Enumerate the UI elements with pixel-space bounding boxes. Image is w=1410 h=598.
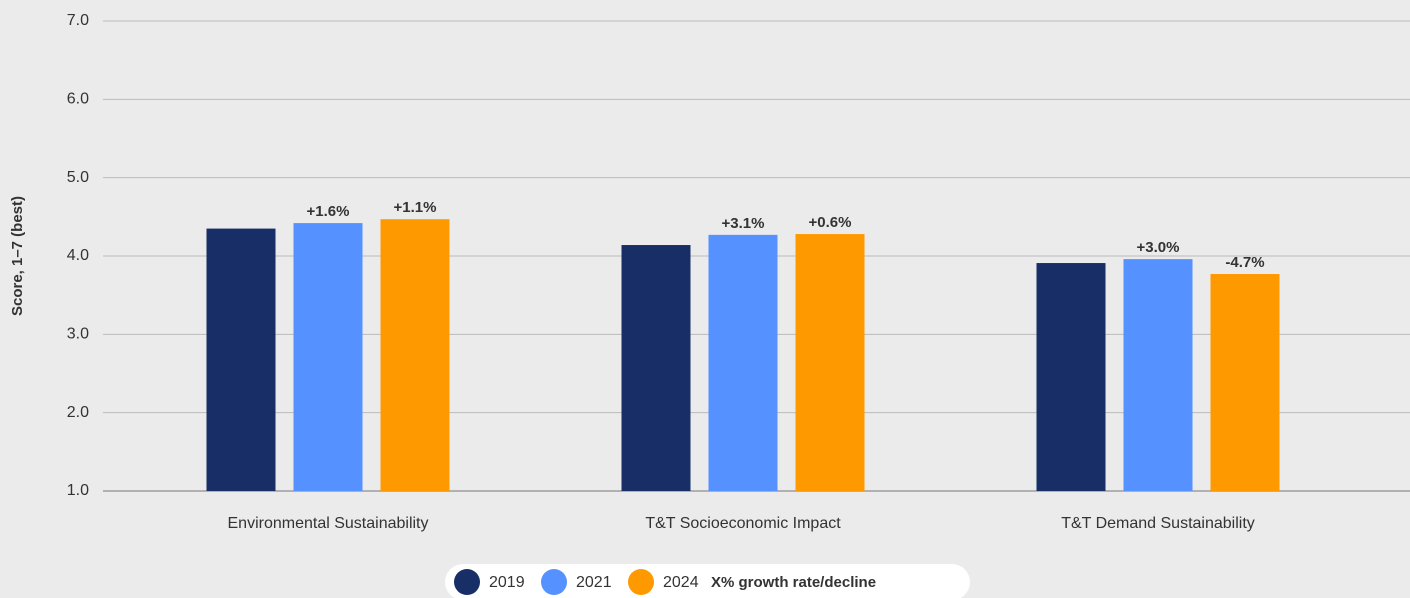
y-tick-label: 6.0 (67, 91, 89, 108)
y-tick-label: 5.0 (67, 169, 89, 186)
bar (206, 228, 276, 492)
growth-label: +3.1% (722, 215, 765, 232)
y-axis-label: Score, 1–7 (best) (9, 196, 26, 316)
bar (621, 245, 691, 491)
x-tick-label: T&T Demand Sustainability (1061, 515, 1255, 532)
legend-note: X% growth rate/decline (711, 574, 876, 591)
legend-label: 2019 (489, 574, 525, 591)
growth-label: -4.7% (1225, 254, 1264, 271)
bar (1210, 274, 1280, 491)
legend (445, 564, 970, 598)
legend-swatch (628, 569, 654, 595)
y-tick-label: 2.0 (67, 404, 89, 421)
growth-label: +0.6% (809, 214, 852, 231)
bar (1036, 263, 1106, 491)
y-tick-label: 4.0 (67, 247, 89, 264)
y-tick-label: 1.0 (67, 482, 89, 499)
bar (708, 234, 778, 491)
bar (1123, 259, 1193, 491)
bar (293, 223, 363, 491)
legend-label: 2021 (576, 574, 612, 591)
y-tick-label: 7.0 (67, 12, 89, 29)
growth-label: +3.0% (1137, 239, 1180, 256)
bar (380, 219, 450, 491)
legend-swatch (454, 569, 480, 595)
legend-swatch (541, 569, 567, 595)
x-tick-label: Environmental Sustainability (228, 515, 429, 532)
y-tick-label: 3.0 (67, 326, 89, 343)
growth-label: +1.1% (394, 199, 437, 216)
growth-label: +1.6% (307, 203, 350, 220)
legend-label: 2024 (663, 574, 699, 591)
bar (795, 234, 865, 492)
x-tick-label: T&T Socioeconomic Impact (645, 515, 841, 532)
